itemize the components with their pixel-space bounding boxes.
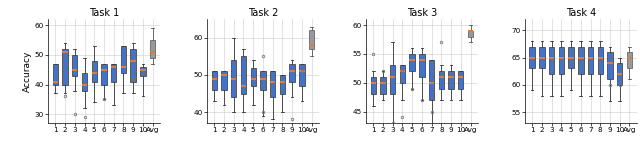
Bar bbox=[588, 47, 593, 74]
Bar bbox=[309, 30, 314, 49]
Bar bbox=[82, 73, 87, 91]
Bar bbox=[299, 64, 305, 86]
Bar bbox=[549, 47, 554, 74]
Title: Task 4: Task 4 bbox=[566, 8, 596, 18]
Bar bbox=[111, 64, 116, 82]
Bar bbox=[400, 65, 405, 83]
Title: Task 2: Task 2 bbox=[248, 8, 278, 18]
Bar bbox=[221, 71, 227, 90]
Bar bbox=[627, 52, 632, 69]
Bar bbox=[419, 54, 424, 77]
Bar bbox=[429, 60, 435, 100]
Bar bbox=[150, 40, 156, 58]
Bar bbox=[62, 49, 68, 85]
Bar bbox=[449, 71, 454, 89]
Bar bbox=[380, 77, 386, 94]
Bar bbox=[231, 60, 236, 97]
Bar bbox=[270, 71, 275, 97]
Title: Task 3: Task 3 bbox=[407, 8, 437, 18]
Bar bbox=[92, 61, 97, 82]
Bar bbox=[101, 64, 107, 85]
Bar bbox=[617, 63, 623, 85]
Title: Task 1: Task 1 bbox=[89, 8, 119, 18]
Bar bbox=[289, 64, 295, 82]
Bar bbox=[529, 47, 535, 69]
Bar bbox=[598, 47, 603, 74]
Bar bbox=[131, 49, 136, 82]
Bar bbox=[458, 71, 463, 89]
Bar bbox=[72, 55, 77, 76]
Bar bbox=[241, 56, 246, 93]
Bar bbox=[52, 64, 58, 85]
Bar bbox=[438, 71, 444, 89]
Bar bbox=[280, 75, 285, 93]
Bar bbox=[540, 47, 545, 69]
Bar bbox=[140, 67, 145, 76]
Bar bbox=[559, 47, 564, 74]
Bar bbox=[390, 65, 396, 94]
Y-axis label: Accuracy: Accuracy bbox=[23, 51, 32, 92]
Bar bbox=[371, 77, 376, 94]
Bar bbox=[468, 31, 473, 37]
Bar bbox=[121, 46, 126, 73]
Bar bbox=[260, 71, 266, 90]
Bar bbox=[607, 52, 612, 79]
Bar bbox=[568, 47, 574, 69]
Bar bbox=[410, 54, 415, 71]
Bar bbox=[578, 47, 584, 74]
Bar bbox=[250, 67, 256, 86]
Bar bbox=[212, 71, 217, 90]
